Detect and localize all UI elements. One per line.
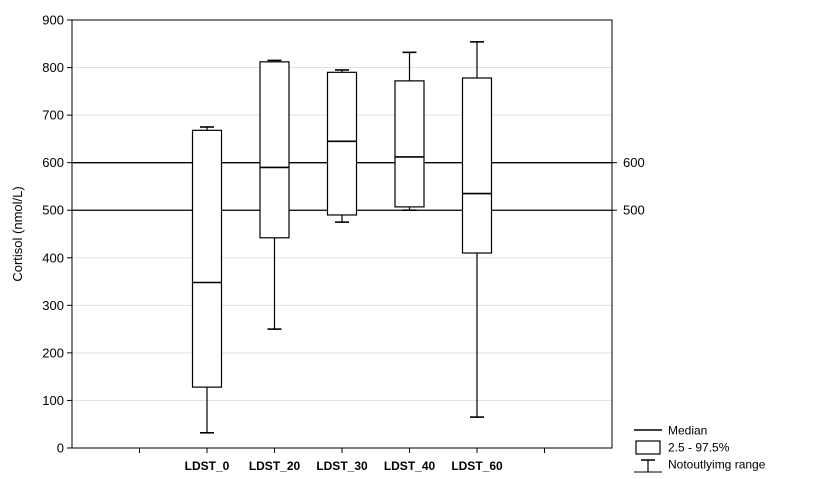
x-category-label: LDST_0: [185, 459, 230, 473]
x-category-label: LDST_40: [384, 459, 436, 473]
legend-label: Median: [668, 424, 707, 438]
y-tick-label: 900: [42, 13, 64, 28]
y-tick-label: 700: [42, 108, 64, 123]
legend-box-symbol: [635, 440, 661, 455]
y-tick-label: 200: [42, 345, 64, 360]
legend-item: Notoutlyimg range: [634, 458, 766, 473]
y-tick-label: 500: [42, 203, 64, 218]
boxes: [191, 41, 493, 434]
box-rect: [326, 71, 358, 216]
y-tick-label: 400: [42, 250, 64, 265]
y-tick-label: 100: [42, 393, 64, 408]
box-rect: [394, 80, 425, 208]
reference-line-label: 500: [623, 203, 645, 218]
box-ldst_30: [326, 69, 358, 223]
reference-line-label: 600: [623, 155, 645, 170]
reference-lines: 600 500: [72, 155, 645, 218]
legend-item: Median: [634, 424, 707, 438]
x-category-label: LDST_30: [316, 459, 368, 473]
legend-item: 2.5 - 97.5%: [635, 440, 730, 455]
legend: Median 2.5 - 97.5% Notoutlyimg range: [634, 424, 766, 473]
y-axis-title: Cortisol (nmol/L): [10, 186, 25, 281]
legend-label: Notoutlyimg range: [668, 458, 766, 472]
box-rect: [259, 61, 290, 239]
y-tick-label: 800: [42, 60, 64, 75]
y-tick-label: 300: [42, 298, 64, 313]
x-category-label: LDST_60: [451, 459, 503, 473]
axes: 0 100 200 300 400 500 600 700 800 900 LDST_0 LDST_2…: [42, 13, 545, 473]
x-category-label: LDST_20: [249, 459, 301, 473]
box-ldst_20: [259, 59, 290, 330]
box-ldst_40: [394, 51, 425, 212]
box-ldst_60: [461, 41, 493, 418]
y-tick-label: 600: [42, 155, 64, 170]
y-tick-label: 0: [57, 441, 64, 456]
box-ldst_0: [191, 126, 223, 434]
box-rect: [191, 129, 223, 388]
box-rect: [461, 77, 493, 254]
legend-label: 2.5 - 97.5%: [668, 441, 730, 455]
